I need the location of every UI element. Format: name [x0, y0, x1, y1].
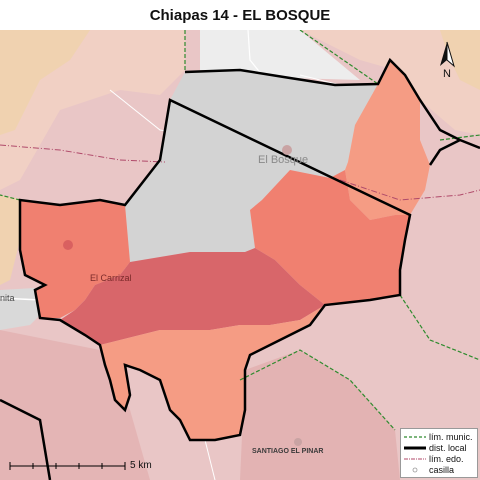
road-north: [247, 30, 263, 76]
map-canvas[interactable]: [0, 30, 480, 480]
legend-label-casilla: casilla: [429, 464, 455, 475]
legend-label-municipal: lím. munic.: [429, 431, 473, 442]
legend-label-state: lím. edo.: [429, 453, 464, 464]
legend-label-district: dist. local: [429, 442, 467, 453]
north-label: N: [443, 68, 451, 80]
state-boundary-line: [0, 144, 480, 201]
terrain-area-south: [240, 350, 400, 480]
legend-item-district: dist. local: [404, 442, 474, 453]
title-bar: Chiapas 14 - EL BOSQUE: [0, 0, 480, 30]
terrain-area-north: [200, 30, 360, 80]
settlement-santiago: [294, 438, 302, 446]
legend-swatch-state-icon: [404, 458, 426, 459]
settlement-el-bosque: [282, 145, 292, 155]
terrain-area-northeast: [300, 30, 480, 135]
legend-swatch-district-icon: [404, 446, 426, 449]
legend-item-state: lím. edo.: [404, 453, 474, 464]
municipality-south: [100, 305, 325, 440]
district-boundary-east: [428, 138, 461, 166]
terrain-area-northeast-tan: [440, 30, 480, 90]
district-boundary-line: [18, 57, 480, 442]
municipal-boundary-line: [0, 30, 480, 431]
legend-swatch-municipal-icon: [404, 435, 426, 438]
municipality-el-bosque: [125, 70, 378, 262]
terrain-area-northwest-tan: [0, 30, 90, 135]
settlement-el-carrizal: [63, 240, 73, 250]
place-label-santiago: SANTIAGO EL PINAR: [252, 448, 324, 455]
scale-bar: [9, 462, 126, 470]
legend-item-municipal: lím. munic.: [404, 431, 474, 442]
map-legend: lím. munic. dist. local lím. edo. casill…: [400, 428, 478, 478]
legend-swatch-casilla-icon: [412, 467, 418, 472]
scale-bar-label: 5 km: [130, 460, 152, 471]
place-label-el-bosque: El Bosque: [258, 154, 309, 166]
north-arrow: N: [432, 40, 462, 84]
municipality-east: [345, 60, 430, 220]
terrain-area-southwest: [0, 330, 150, 480]
map-title: Chiapas 14 - EL BOSQUE: [149, 6, 331, 24]
municipality-west: [20, 200, 130, 318]
municipality-center-east: [250, 170, 410, 305]
district-boundary-southwest: [0, 398, 52, 480]
municipality-central-dark: [60, 248, 325, 345]
north-arrow-icon: [440, 41, 455, 68]
place-label-edge: nita: [0, 293, 15, 303]
legend-item-casilla: casilla: [404, 464, 474, 475]
place-label-el-carrizal: El Carrizal: [90, 273, 132, 283]
